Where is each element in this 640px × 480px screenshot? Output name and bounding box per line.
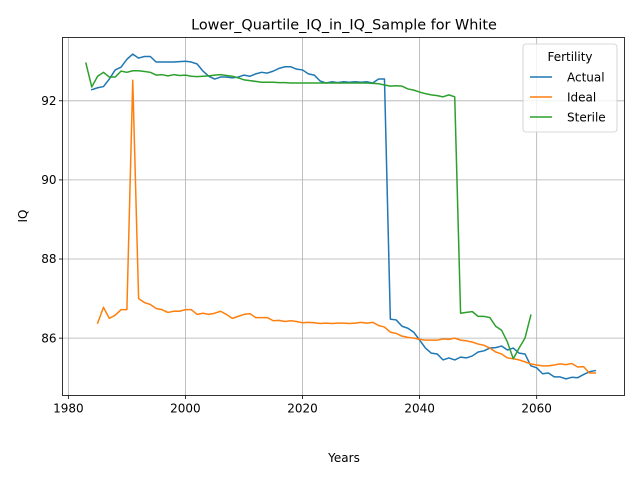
y-tick-label: 90 <box>41 173 56 187</box>
legend-label-ideal: Ideal <box>567 90 596 104</box>
x-tick-label: 2060 <box>521 402 552 416</box>
y-tick-label: 92 <box>41 94 56 108</box>
x-tick-label: 2020 <box>287 402 318 416</box>
y-tick-label: 86 <box>41 331 56 345</box>
series-line-actual <box>90 53 597 380</box>
x-tick-label: 2000 <box>170 402 201 416</box>
x-tick-label: 2040 <box>404 402 435 416</box>
legend-label-actual: Actual <box>567 70 605 84</box>
y-tick-label: 88 <box>41 252 56 266</box>
y-axis-label: IQ <box>16 210 30 223</box>
legend-entries: Actual Ideal Sterile <box>530 70 606 124</box>
series-line-ideal <box>96 79 596 374</box>
legend-box <box>522 43 618 133</box>
legend-title: Fertility <box>547 50 592 64</box>
x-axis-label: Years <box>327 451 360 465</box>
x-tick-label: 1980 <box>53 402 84 416</box>
series-line-sterile <box>85 62 532 360</box>
grid-lines <box>62 37 625 396</box>
plot-frame <box>62 37 625 396</box>
chart-title: Lower_Quartile_IQ_in_IQ_Sample for White <box>191 18 497 34</box>
series-lines <box>85 53 597 380</box>
axis-ticks: 1980 2000 2020 2040 2060 86 88 90 92 <box>41 94 552 416</box>
legend-label-sterile: Sterile <box>567 110 606 124</box>
legend: Fertility Actual Ideal Sterile <box>522 43 618 133</box>
